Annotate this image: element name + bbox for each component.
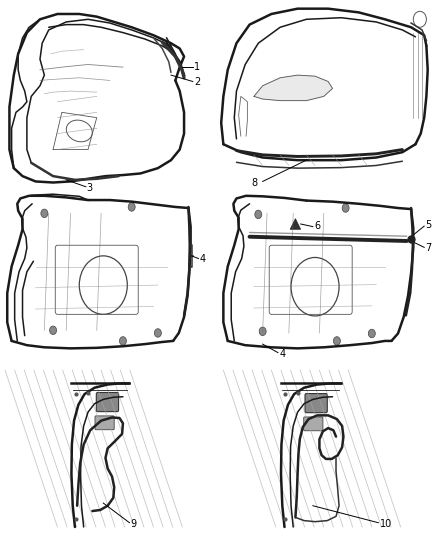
- Circle shape: [259, 327, 266, 336]
- Text: 1: 1: [194, 62, 200, 71]
- Polygon shape: [254, 75, 332, 101]
- FancyBboxPatch shape: [304, 417, 323, 431]
- Text: 3: 3: [87, 183, 93, 193]
- Circle shape: [255, 210, 262, 219]
- Text: 6: 6: [314, 221, 320, 231]
- FancyBboxPatch shape: [96, 392, 119, 411]
- Circle shape: [49, 326, 57, 335]
- Circle shape: [342, 204, 349, 212]
- Text: 2: 2: [194, 77, 200, 87]
- Circle shape: [333, 337, 340, 345]
- Text: 7: 7: [425, 244, 431, 253]
- Text: 8: 8: [252, 178, 258, 188]
- Polygon shape: [290, 219, 300, 229]
- Text: 4: 4: [199, 254, 205, 264]
- Text: 5: 5: [425, 220, 431, 230]
- FancyBboxPatch shape: [95, 416, 114, 430]
- Circle shape: [128, 203, 135, 211]
- FancyBboxPatch shape: [305, 393, 327, 413]
- Circle shape: [120, 337, 127, 345]
- Circle shape: [41, 209, 48, 217]
- Text: 9: 9: [131, 519, 137, 529]
- Circle shape: [154, 329, 161, 337]
- Text: 10: 10: [380, 519, 392, 529]
- Circle shape: [368, 329, 375, 338]
- Text: 4: 4: [279, 349, 286, 359]
